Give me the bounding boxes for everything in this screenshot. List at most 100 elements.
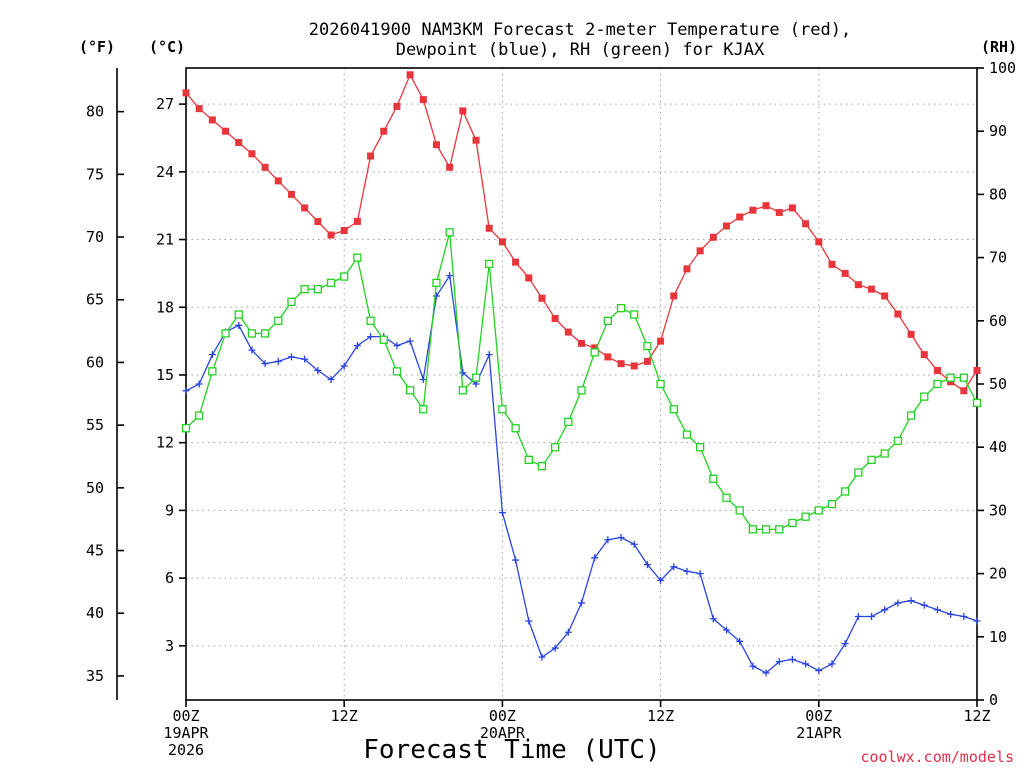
rh-point-23	[485, 259, 494, 269]
temperature-series	[182, 71, 981, 395]
rh-point-41	[722, 493, 731, 502]
temperature-point-40	[709, 233, 717, 241]
temperature-point-38	[683, 265, 691, 273]
rh-point-28	[550, 443, 560, 452]
dewpoint-point-43	[749, 662, 757, 670]
rh-point-35	[643, 341, 652, 351]
celsius-tick-label-3: 3	[165, 637, 174, 655]
rh-point-58	[946, 373, 955, 382]
rh-point-38	[682, 430, 692, 439]
dewpoint-point-51	[854, 612, 862, 620]
temperature-point-6	[261, 163, 269, 171]
temperature-point-5	[248, 150, 256, 158]
rh-point-34	[630, 310, 639, 319]
temperature-point-34	[630, 362, 638, 370]
celsius-tick-label-24: 24	[156, 163, 174, 181]
temperature-point-10	[314, 217, 322, 225]
rh-point-15	[379, 335, 388, 344]
dewpoint-point-54	[894, 599, 902, 607]
temperature-point-41	[723, 222, 731, 230]
fahrenheit-unit-label: (°F)	[79, 38, 115, 56]
rh-point-9	[300, 285, 309, 294]
temperature-point-56	[920, 351, 928, 359]
celsius-tick-label-18: 18	[156, 298, 174, 316]
fahrenheit-tick-label-65: 65	[86, 291, 104, 309]
fahrenheit-tick-label-60: 60	[86, 353, 104, 371]
temperature-point-19	[432, 141, 440, 149]
temperature-point-27	[538, 294, 546, 302]
rh-point-26	[524, 455, 533, 464]
temperature-point-14	[367, 152, 375, 160]
temperature-point-48	[815, 238, 823, 246]
x-tick-label-48-0: 00Z	[805, 707, 832, 725]
dewpoint-point-23	[485, 351, 493, 359]
celsius-tick-label-6: 6	[165, 569, 174, 587]
rh-point-37	[669, 405, 678, 414]
fahrenheit-tick-label-55: 55	[86, 416, 104, 434]
dewpoint-point-60	[973, 617, 981, 625]
x-tick-label-0-0: 00Z	[172, 707, 199, 725]
dewpoint-point-20	[446, 272, 454, 280]
dewpoint-point-28	[551, 644, 559, 652]
temperature-point-60	[973, 366, 981, 374]
rh-point-1	[195, 411, 204, 420]
rh-unit-label: (RH)	[981, 38, 1017, 56]
dewpoint-point-52	[868, 612, 876, 620]
dewpoint-point-11	[327, 375, 335, 383]
rh-point-0	[181, 424, 191, 433]
rh-point-32	[603, 316, 613, 325]
dewpoint-point-32	[604, 536, 612, 544]
dewpoint-point-8	[287, 353, 295, 361]
rh-point-44	[761, 525, 771, 534]
temperature-point-28	[551, 315, 559, 323]
rh-point-36	[656, 379, 665, 389]
rh-point-59	[959, 373, 968, 382]
dewpoint-point-59	[960, 612, 968, 620]
temperature-point-30	[578, 339, 585, 347]
rh-series	[181, 228, 982, 534]
dewpoint-point-48	[815, 667, 823, 675]
rh-point-16	[392, 367, 402, 376]
dewpoint-point-26	[525, 617, 533, 625]
temperature-point-46	[788, 204, 796, 212]
celsius-tick-label-21: 21	[156, 231, 174, 249]
rh-point-20	[445, 228, 454, 237]
celsius-tick-label-27: 27	[156, 95, 174, 113]
temperature-point-33	[617, 360, 625, 368]
temperature-point-7	[274, 177, 282, 185]
temperature-point-50	[841, 269, 849, 277]
dewpoint-point-29	[564, 628, 572, 636]
rh-point-7	[274, 316, 283, 325]
fahrenheit-tick-label-35: 35	[86, 667, 104, 685]
temperature-point-21	[459, 107, 467, 115]
temperature-point-55	[907, 330, 915, 338]
rh-point-22	[471, 373, 481, 382]
celsius-tick-label-12: 12	[156, 434, 174, 452]
rh-point-3	[221, 329, 230, 338]
temperature-point-0	[182, 89, 190, 97]
temperature-point-47	[802, 220, 810, 228]
source-credit[interactable]: coolwx.com/models	[860, 748, 1014, 766]
rh-tick-label-60: 60	[989, 312, 1007, 330]
rh-point-29	[564, 417, 573, 427]
dewpoint-point-58	[947, 610, 955, 618]
temperature-point-4	[235, 138, 243, 146]
rh-point-6	[260, 329, 270, 338]
dewpoint-point-17	[406, 337, 414, 345]
temperature-point-44	[762, 202, 770, 210]
temperature-point-45	[775, 208, 783, 216]
celsius-tick-label-15: 15	[156, 366, 174, 384]
temperature-point-53	[881, 292, 889, 300]
dewpoint-point-39	[696, 570, 704, 578]
rh-point-43	[748, 525, 758, 534]
rh-point-40	[709, 474, 718, 483]
dewpoint-point-34	[630, 540, 638, 548]
dewpoint-point-44	[762, 669, 770, 677]
temperature-point-13	[353, 217, 361, 225]
dewpoint-point-41	[723, 626, 731, 634]
dewpoint-point-19	[432, 292, 440, 300]
rh-point-46	[788, 518, 797, 528]
rh-point-55	[906, 411, 916, 420]
fahrenheit-tick-label-50: 50	[86, 479, 104, 497]
temperature-point-57	[933, 366, 941, 374]
